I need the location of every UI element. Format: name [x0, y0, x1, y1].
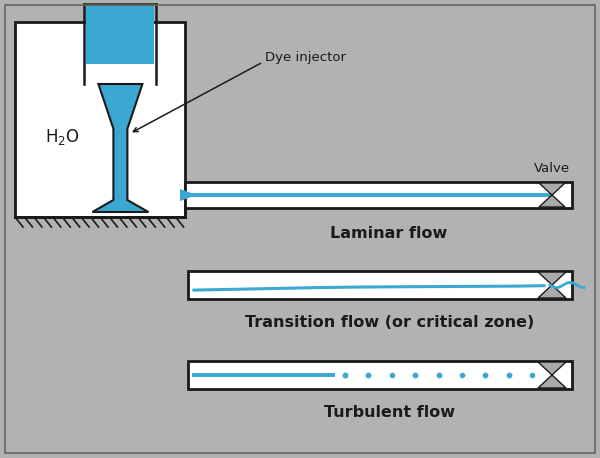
Bar — [188, 271, 572, 299]
Bar — [185, 182, 572, 208]
Text: H$_2$O: H$_2$O — [45, 127, 80, 147]
Polygon shape — [539, 195, 565, 207]
Polygon shape — [180, 189, 197, 201]
Bar — [86, 6, 154, 64]
Text: Laminar flow: Laminar flow — [330, 226, 447, 241]
Text: Transition flow (or critical zone): Transition flow (or critical zone) — [245, 315, 535, 330]
Polygon shape — [539, 183, 565, 195]
Polygon shape — [92, 84, 148, 212]
Bar — [188, 361, 572, 389]
Polygon shape — [538, 375, 566, 388]
Polygon shape — [538, 272, 566, 285]
Text: Dye injector: Dye injector — [265, 50, 346, 64]
Polygon shape — [538, 362, 566, 375]
Text: Valve: Valve — [534, 162, 570, 175]
Text: Turbulent flow: Turbulent flow — [325, 405, 455, 420]
Bar — [15, 22, 185, 217]
Polygon shape — [538, 285, 566, 298]
